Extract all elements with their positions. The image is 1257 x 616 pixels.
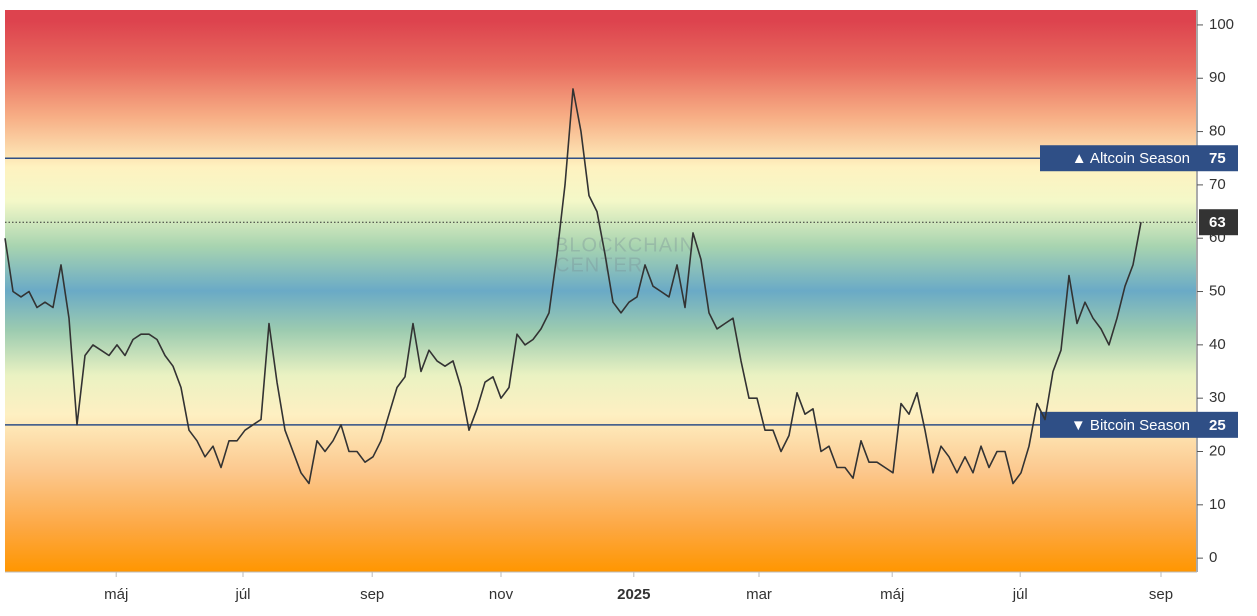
y-tick-label: 70 xyxy=(1209,176,1226,193)
x-tick-label: máj xyxy=(880,586,904,603)
reference-label: ▲ Altcoin Season xyxy=(1072,150,1190,167)
reference-value: 25 xyxy=(1209,417,1226,434)
index-line xyxy=(4,88,1142,485)
current-value-label: 63 xyxy=(1209,214,1226,231)
y-tick-label: 30 xyxy=(1209,389,1226,406)
reference-label-box xyxy=(1040,411,1238,438)
watermark: BLOCKCHAIN xyxy=(555,234,695,256)
x-tick-label: nov xyxy=(489,586,514,603)
y-tick-label: 50 xyxy=(1209,283,1226,300)
y-tick-label: 90 xyxy=(1209,69,1226,86)
x-tick-label: sep xyxy=(360,586,384,603)
y-tick-label: 10 xyxy=(1209,496,1226,513)
reference-label: ▼ Bitcoin Season xyxy=(1071,417,1190,434)
plot-background xyxy=(5,10,1196,572)
y-tick-label: 40 xyxy=(1209,336,1226,353)
reference-label-box xyxy=(1040,145,1238,172)
y-tick-label: 20 xyxy=(1209,442,1226,459)
y-tick-label: 0 xyxy=(1209,549,1217,566)
x-tick-label: júl xyxy=(1012,586,1028,603)
x-tick-label: máj xyxy=(104,586,128,603)
current-value-box xyxy=(1199,209,1238,236)
x-tick-label: sep xyxy=(1149,586,1173,603)
x-tick-label: 2025 xyxy=(617,586,650,603)
reference-value: 75 xyxy=(1209,150,1226,167)
y-tick-label: 80 xyxy=(1209,123,1226,140)
x-tick-label: mar xyxy=(746,586,772,603)
y-tick-label: 100 xyxy=(1209,16,1234,33)
x-tick-label: júl xyxy=(234,586,250,603)
watermark: CENTER xyxy=(555,254,643,276)
